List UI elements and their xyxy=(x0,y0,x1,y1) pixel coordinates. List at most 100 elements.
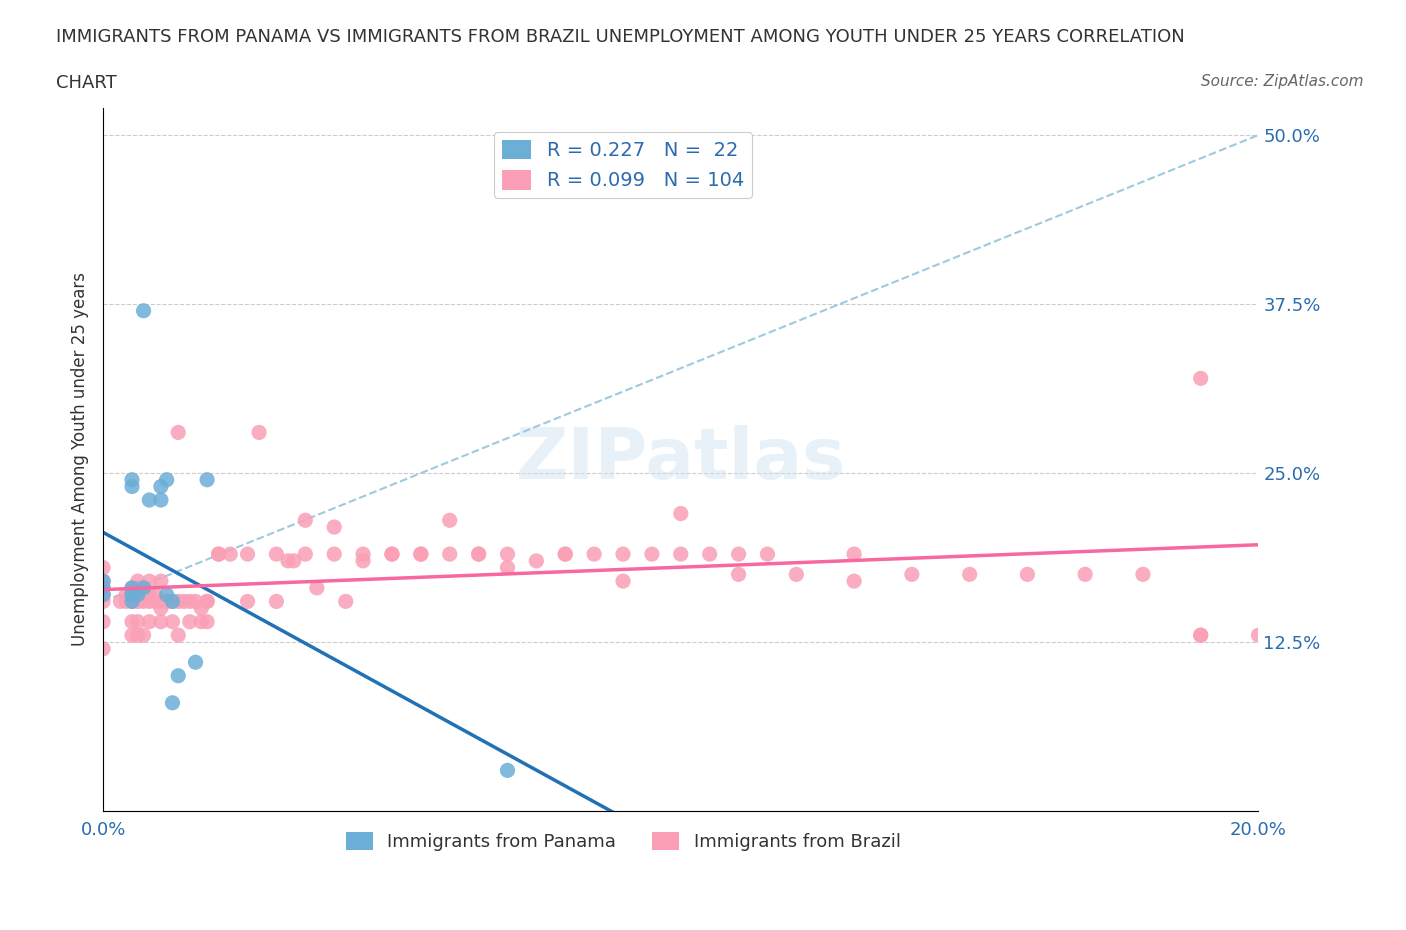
Point xyxy=(91,574,114,589)
Point xyxy=(236,594,259,609)
Text: Source: ZipAtlas.com: Source: ZipAtlas.com xyxy=(1201,74,1364,89)
Point xyxy=(785,567,807,582)
Point xyxy=(138,574,160,589)
Point xyxy=(132,580,155,595)
Point xyxy=(352,547,374,562)
Point xyxy=(190,601,212,616)
Point xyxy=(195,614,218,629)
Point xyxy=(91,580,114,595)
Point xyxy=(149,574,172,589)
Point xyxy=(283,553,305,568)
Point xyxy=(727,567,749,582)
Point xyxy=(208,547,231,562)
Point xyxy=(127,587,149,602)
Point xyxy=(138,614,160,629)
Point xyxy=(127,628,149,643)
Point xyxy=(842,574,865,589)
Point xyxy=(167,669,190,684)
Point xyxy=(91,594,114,609)
Point xyxy=(149,479,172,494)
Point xyxy=(115,587,138,602)
Point xyxy=(247,425,270,440)
Point xyxy=(91,587,114,602)
Point xyxy=(149,614,172,629)
Point xyxy=(842,547,865,562)
Point xyxy=(612,547,634,562)
Point xyxy=(1017,567,1039,582)
Point xyxy=(583,547,606,562)
Point xyxy=(294,512,316,527)
Point xyxy=(91,587,114,602)
Point xyxy=(121,587,143,602)
Point xyxy=(641,547,664,562)
Point xyxy=(266,547,288,562)
Point xyxy=(138,594,160,609)
Point xyxy=(162,594,184,609)
Point xyxy=(1247,628,1270,643)
Point xyxy=(554,547,576,562)
Point xyxy=(669,506,692,521)
Point xyxy=(132,628,155,643)
Point xyxy=(132,587,155,602)
Point xyxy=(138,587,160,602)
Point xyxy=(1074,567,1097,582)
Point xyxy=(143,594,166,609)
Point xyxy=(127,587,149,602)
Point xyxy=(110,594,132,609)
Point xyxy=(496,547,519,562)
Point xyxy=(162,594,184,609)
Point xyxy=(727,547,749,562)
Point xyxy=(173,594,195,609)
Point xyxy=(91,574,114,589)
Point xyxy=(381,547,404,562)
Point xyxy=(266,594,288,609)
Text: IMMIGRANTS FROM PANAMA VS IMMIGRANTS FROM BRAZIL UNEMPLOYMENT AMONG YOUTH UNDER : IMMIGRANTS FROM PANAMA VS IMMIGRANTS FRO… xyxy=(56,28,1185,46)
Point xyxy=(1189,628,1212,643)
Point xyxy=(195,594,218,609)
Point xyxy=(179,594,201,609)
Point xyxy=(236,547,259,562)
Point xyxy=(121,479,143,494)
Point xyxy=(669,547,692,562)
Point xyxy=(381,547,404,562)
Point xyxy=(143,587,166,602)
Point xyxy=(323,547,346,562)
Point xyxy=(149,594,172,609)
Point xyxy=(167,628,190,643)
Point xyxy=(91,587,114,602)
Point xyxy=(91,560,114,575)
Point xyxy=(1132,567,1154,582)
Point xyxy=(127,580,149,595)
Point xyxy=(1189,371,1212,386)
Point xyxy=(496,560,519,575)
Point xyxy=(554,547,576,562)
Point xyxy=(127,574,149,589)
Point xyxy=(121,580,143,595)
Point xyxy=(335,594,357,609)
Point xyxy=(409,547,432,562)
Point xyxy=(195,594,218,609)
Point xyxy=(305,580,328,595)
Point xyxy=(208,547,231,562)
Point xyxy=(352,553,374,568)
Point xyxy=(115,594,138,609)
Point xyxy=(901,567,924,582)
Point xyxy=(294,547,316,562)
Point xyxy=(121,587,143,602)
Point xyxy=(959,567,981,582)
Point xyxy=(496,763,519,777)
Point xyxy=(91,642,114,657)
Point xyxy=(277,553,299,568)
Point xyxy=(184,655,207,670)
Point xyxy=(156,472,179,487)
Point xyxy=(132,580,155,595)
Y-axis label: Unemployment Among Youth under 25 years: Unemployment Among Youth under 25 years xyxy=(72,272,89,646)
Point xyxy=(756,547,779,562)
Point xyxy=(167,594,190,609)
Point xyxy=(162,696,184,711)
Point xyxy=(121,472,143,487)
Point xyxy=(149,601,172,616)
Point xyxy=(162,614,184,629)
Point xyxy=(409,547,432,562)
Point xyxy=(121,594,143,609)
